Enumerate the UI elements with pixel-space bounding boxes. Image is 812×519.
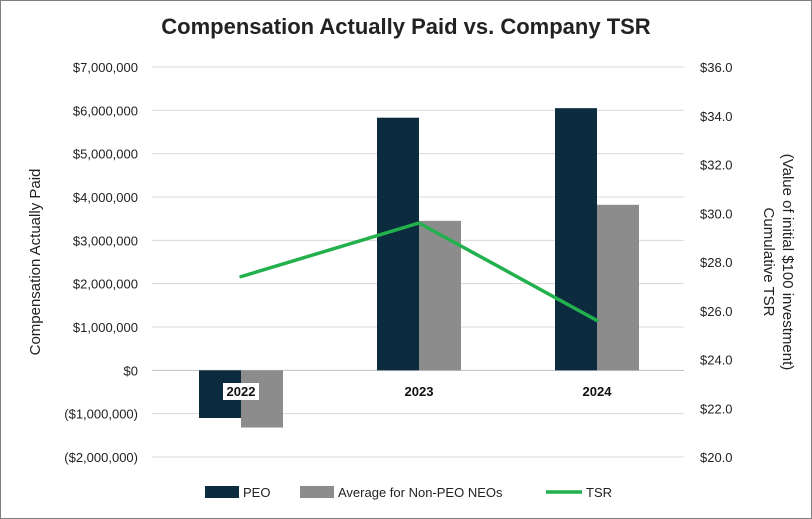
legend-swatch-neo <box>300 486 334 498</box>
tick-labels: $7,000,000 $6,000,000 $5,000,000 $4,000,000… <box>64 60 732 465</box>
y-tick-label: $4,000,000 <box>73 190 138 205</box>
y2-tick-label: $20.0 <box>700 450 733 465</box>
legend: PEO Average for Non-PEO NEOs TSR <box>205 485 612 500</box>
bar-peo <box>377 117 419 371</box>
legend-label-tsr: TSR <box>586 485 612 500</box>
y2-tick-label: $28.0 <box>700 255 733 270</box>
bars <box>199 108 639 428</box>
y-tick-label: $2,000,000 <box>73 277 138 292</box>
y2-tick-label: $36.0 <box>700 60 733 75</box>
y2-tick-label: $30.0 <box>700 206 733 221</box>
y2-axis-title-line2: (Value of initial $100 investment) <box>779 154 796 371</box>
tsr-line <box>239 221 599 323</box>
y2-axis-title-line1: Cumulative TSR <box>760 208 777 317</box>
legend-label-peo: PEO <box>243 485 270 500</box>
y2-tick-label: $34.0 <box>700 109 733 124</box>
category-label: 2022 <box>227 384 256 399</box>
y-tick-label: $3,000,000 <box>73 233 138 248</box>
chart-title: Compensation Actually Paid vs. Company T… <box>161 14 651 39</box>
y-tick-label: $6,000,000 <box>73 103 138 118</box>
category-label: 2024 <box>583 384 613 399</box>
category-label-bg <box>223 383 259 400</box>
y-tick-label: $1,000,000 <box>73 320 138 335</box>
bar-peo <box>555 108 597 371</box>
y2-tick-label: $32.0 <box>700 158 733 173</box>
category-label: 2023 <box>405 384 434 399</box>
y-tick-label: $7,000,000 <box>73 60 138 75</box>
y2-tick-label: $26.0 <box>700 304 733 319</box>
y-tick-label: ($2,000,000) <box>64 450 138 465</box>
y-tick-label: $5,000,000 <box>73 147 138 162</box>
bar-non-peo-neo <box>597 204 639 371</box>
bar-non-peo-neo <box>419 220 461 371</box>
y2-tick-label: $22.0 <box>700 401 733 416</box>
y-axis-title: Compensation Actually Paid <box>27 169 44 356</box>
y2-tick-label: $24.0 <box>700 353 733 368</box>
y-tick-label: $0 <box>124 363 138 378</box>
y-tick-label: ($1,000,000) <box>64 407 138 422</box>
legend-label-neo: Average for Non-PEO NEOs <box>338 485 503 500</box>
category-labels: 2022 2023 2024 <box>223 383 612 400</box>
legend-swatch-peo <box>205 486 239 498</box>
tsr-line-group <box>239 221 599 323</box>
